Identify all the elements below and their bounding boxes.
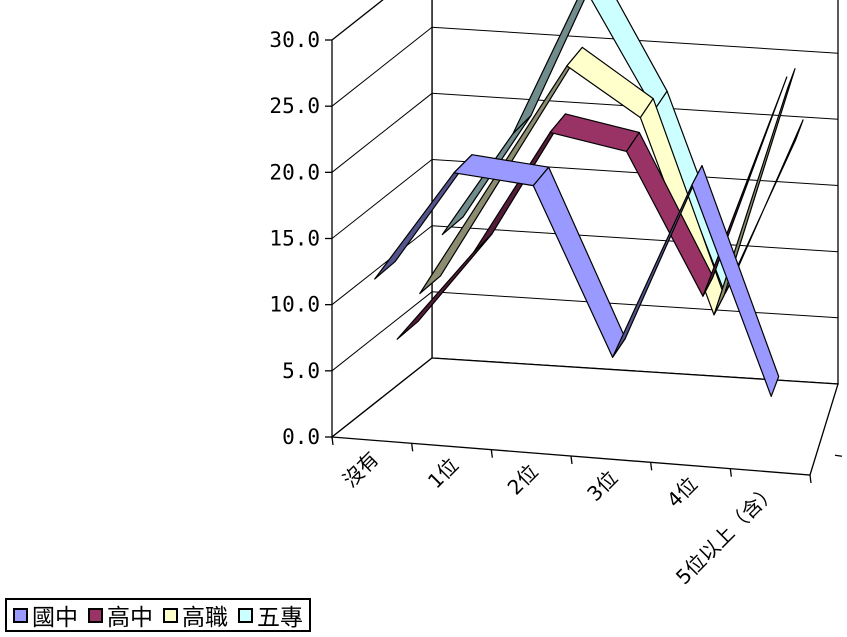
ribbon-segment (702, 76, 788, 297)
legend-item: 高中 (88, 598, 153, 632)
y-tick-label: 30.0 (269, 28, 320, 52)
legend-label: 國中 (32, 605, 78, 631)
legend-label: 高中 (107, 605, 153, 631)
legend-swatch (88, 607, 103, 623)
y-tick-label: 5.0 (282, 359, 320, 383)
legend-label: 五專 (257, 605, 303, 631)
series-2 (396, 76, 788, 340)
series-ribbons (374, 0, 804, 397)
legend-item: 國中 (13, 598, 78, 632)
x-category-group: 1位 (423, 453, 463, 493)
legend-item: 五專 (238, 598, 303, 632)
x-category-group: 2位 (503, 459, 543, 499)
series-1 (374, 154, 780, 397)
legend-swatch (163, 607, 178, 623)
x-category-group: 3位 (582, 466, 622, 506)
x-tick-mark (570, 455, 573, 465)
gridline (331, 92, 839, 173)
y-tick-label: 20.0 (269, 160, 320, 184)
gridline (331, 291, 839, 372)
legend-item: 高職 (163, 598, 228, 632)
x-tick-mark (729, 468, 732, 477)
legend: 國中 高中 高職 五專 (5, 598, 311, 632)
ribbon-segment (691, 165, 780, 397)
y-tick-label: 0.0 (282, 425, 320, 449)
x-category-label: 沒有 (338, 447, 383, 492)
y-axis-ticks: 0.0 5.0 10.0 15.0 20.0 25.0 30.0 (269, 28, 332, 449)
legend-label: 高職 (182, 605, 228, 631)
x-category-label: 3位 (582, 466, 622, 506)
y-tick-label: 10.0 (269, 293, 320, 317)
x-category-group: 4位 (662, 472, 702, 512)
x-tick-mark (490, 449, 493, 458)
ribbon-segment (512, 0, 585, 135)
gridline (331, 26, 839, 107)
x-category-label: 2位 (503, 459, 543, 499)
y-tick-label: 25.0 (269, 94, 320, 118)
x-tick-mark (411, 443, 414, 452)
x-category-label: 1位 (423, 453, 463, 493)
depth-tick-mark (834, 454, 843, 457)
x-category-group: 沒有 (338, 447, 383, 492)
x-tick-mark (650, 462, 653, 471)
x-category-label: 4位 (662, 472, 702, 512)
y-tick-label: 15.0 (269, 227, 320, 251)
x-tick-mark (331, 436, 334, 446)
legend-swatch (13, 607, 28, 623)
x-tick-mark (809, 474, 812, 484)
legend-swatch (238, 607, 253, 623)
